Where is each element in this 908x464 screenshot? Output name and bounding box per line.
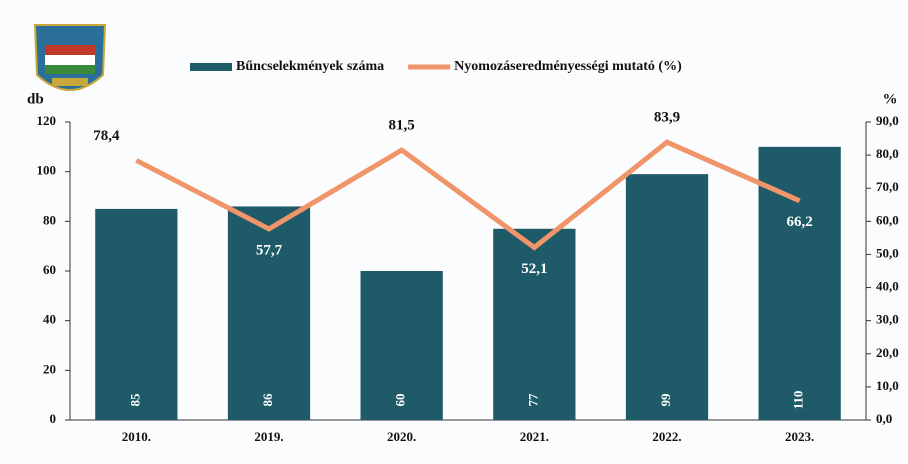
x-tick-label: 2020.	[387, 429, 416, 444]
bar-value-label: 85	[127, 393, 142, 407]
x-tick-label: 2021.	[520, 429, 549, 444]
line	[135, 139, 801, 251]
y-tick-label: 100	[37, 163, 57, 178]
bar	[360, 271, 443, 420]
line-value-label: 57,7	[256, 242, 283, 258]
bar	[95, 208, 178, 420]
y-axis-label: db	[27, 91, 44, 107]
line-value-label: 78,4	[93, 128, 120, 144]
y2-tick-label: 0,0	[876, 411, 892, 426]
bar-value-label: 110	[791, 391, 806, 410]
bar-value-label: 60	[393, 394, 408, 407]
y-tick-label: 60	[43, 262, 56, 277]
line-value-label: 81,5	[389, 118, 415, 134]
legend-swatch	[190, 63, 232, 71]
bar	[758, 146, 841, 421]
line-value-label: 83,9	[654, 110, 680, 126]
y2-axis-label: %	[883, 91, 898, 107]
x-tick-label: 2019.	[254, 429, 283, 444]
y2-tick-label: 40,0	[876, 279, 899, 294]
y-tick-label: 120	[37, 113, 57, 128]
y-tick-label: 0	[50, 411, 57, 426]
y2-tick-label: 30,0	[876, 312, 899, 327]
legend-label: Nyomozáseredményességi mutató (%)	[454, 59, 682, 74]
y-tick-label: 80	[43, 212, 56, 227]
y2-tick-label: 70,0	[876, 179, 899, 194]
y-tick-label: 20	[43, 361, 56, 376]
logo	[33, 24, 107, 91]
y2-tick-label: 60,0	[876, 212, 899, 227]
legend-label: Bűncselekmények száma	[236, 59, 384, 74]
x-tick-label: 2010.	[122, 429, 151, 444]
y2-tick-label: 20,0	[876, 345, 899, 360]
bar-value-label: 77	[525, 393, 540, 407]
line-value-label: 52,1	[521, 261, 547, 277]
bar	[493, 228, 576, 420]
y2-tick-label: 90,0	[876, 113, 899, 128]
y-tick-label: 40	[43, 312, 56, 327]
bar	[625, 174, 709, 420]
line-value-label: 66,2	[787, 214, 813, 230]
y2-tick-label: 50,0	[876, 245, 899, 260]
bar-value-label: 99	[658, 393, 673, 407]
x-tick-label: 2023.	[785, 429, 814, 444]
bar-value-label: 86	[260, 393, 275, 407]
y2-tick-label: 10,0	[876, 378, 899, 393]
x-tick-label: 2022.	[652, 429, 681, 444]
bar	[227, 206, 311, 420]
y2-tick-label: 80,0	[876, 146, 899, 161]
